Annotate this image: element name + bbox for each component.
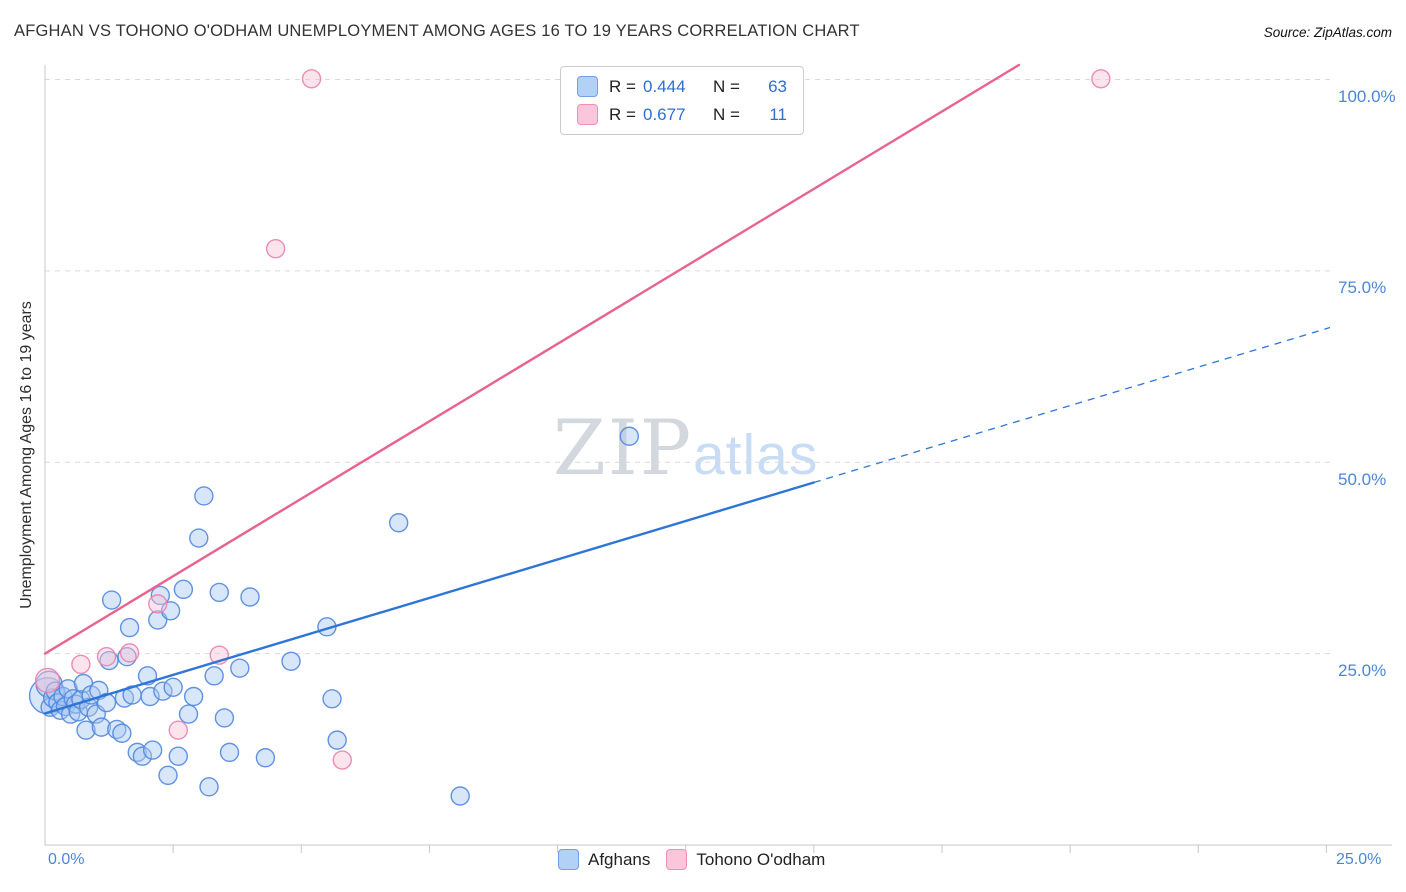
afghan-point	[281, 651, 301, 671]
tohono-stats-row: R = 0.677 N = 11	[577, 104, 787, 125]
afghan-point	[112, 723, 132, 743]
afghan-point	[204, 666, 224, 686]
tohono-swatch	[577, 104, 598, 125]
afghan-point	[91, 717, 112, 737]
afghan-trend-line-extrapolated	[813, 326, 1331, 484]
afghan-point	[619, 426, 640, 446]
tohono-point	[34, 667, 61, 694]
legend-label-tohono: Tohono O'odham	[696, 849, 826, 869]
legend-item-afghans: Afghans	[558, 849, 650, 870]
r-value: 0.677	[643, 104, 686, 124]
y-tick-label-25: 25.0%	[1338, 661, 1387, 680]
page-title: AFGHAN VS TOHONO O'ODHAM UNEMPLOYMENT AM…	[14, 22, 860, 40]
afghan-point	[199, 777, 219, 797]
tohono-swatch	[666, 849, 688, 870]
n-value: 11	[769, 104, 787, 124]
afghan-point	[194, 486, 214, 506]
afghan-point	[153, 681, 173, 701]
afghans-stats-row: R = 0.444 N = 63	[577, 76, 787, 97]
source-attribution: Source: ZipAtlas.com	[1263, 25, 1392, 40]
afghan-point	[142, 740, 163, 760]
series-legend: Afghans Tohono O'odham	[558, 849, 825, 870]
afghan-trend-line	[43, 481, 816, 715]
afghans-swatch	[558, 849, 579, 870]
afghan-point	[168, 746, 188, 766]
r-label: R =	[609, 76, 636, 96]
afghan-point	[214, 708, 235, 728]
y-tick-label-50: 50.0%	[1338, 470, 1387, 489]
afghan-point	[101, 590, 122, 610]
r-value: 0.444	[643, 76, 686, 96]
afghan-point	[327, 730, 347, 750]
afghan-point	[450, 786, 470, 806]
x-axis-min-label: 0.0%	[48, 851, 85, 868]
y-tick-label-100: 100.0%	[1338, 87, 1396, 106]
tohono-point	[168, 720, 188, 740]
afghan-point	[230, 658, 250, 678]
afghan-point	[163, 677, 183, 698]
r-label: R =	[609, 104, 636, 124]
afghan-point	[76, 720, 96, 740]
afghan-point	[132, 746, 153, 766]
n-label: N =	[713, 104, 740, 124]
tohono-point	[71, 654, 91, 675]
x-axis-max-label: 25.0%	[1336, 851, 1382, 868]
correlation-stats-legend: R = 0.444 N = 63 R = 0.677 N = 11	[560, 66, 804, 135]
legend-item-tohono: Tohono O'odham	[666, 849, 825, 870]
tohono-point	[119, 643, 140, 663]
legend-label-afghans: Afghans	[588, 849, 651, 869]
afghan-point	[189, 528, 209, 548]
n-label: N =	[713, 76, 740, 96]
tohono-trend-line	[43, 63, 1021, 655]
y-tick-label-75: 75.0%	[1338, 278, 1387, 297]
afghan-point	[240, 587, 260, 607]
tohono-point	[301, 69, 322, 89]
afghan-point	[158, 765, 178, 786]
afghan-point	[255, 748, 276, 768]
afghan-point	[178, 704, 199, 724]
afghan-point	[219, 742, 240, 763]
afghans-swatch	[577, 76, 598, 97]
n-value: 63	[768, 76, 787, 96]
afghan-point	[183, 686, 204, 707]
tohono-point	[148, 594, 168, 614]
afghan-point	[119, 617, 140, 638]
afghan-point	[173, 579, 194, 600]
tohono-point	[332, 750, 352, 770]
tohono-point	[1091, 69, 1111, 89]
tohono-point	[96, 646, 117, 667]
afghan-point	[388, 513, 409, 533]
afghan-point	[322, 689, 342, 709]
afghan-point	[209, 582, 229, 603]
tohono-point	[265, 239, 286, 259]
